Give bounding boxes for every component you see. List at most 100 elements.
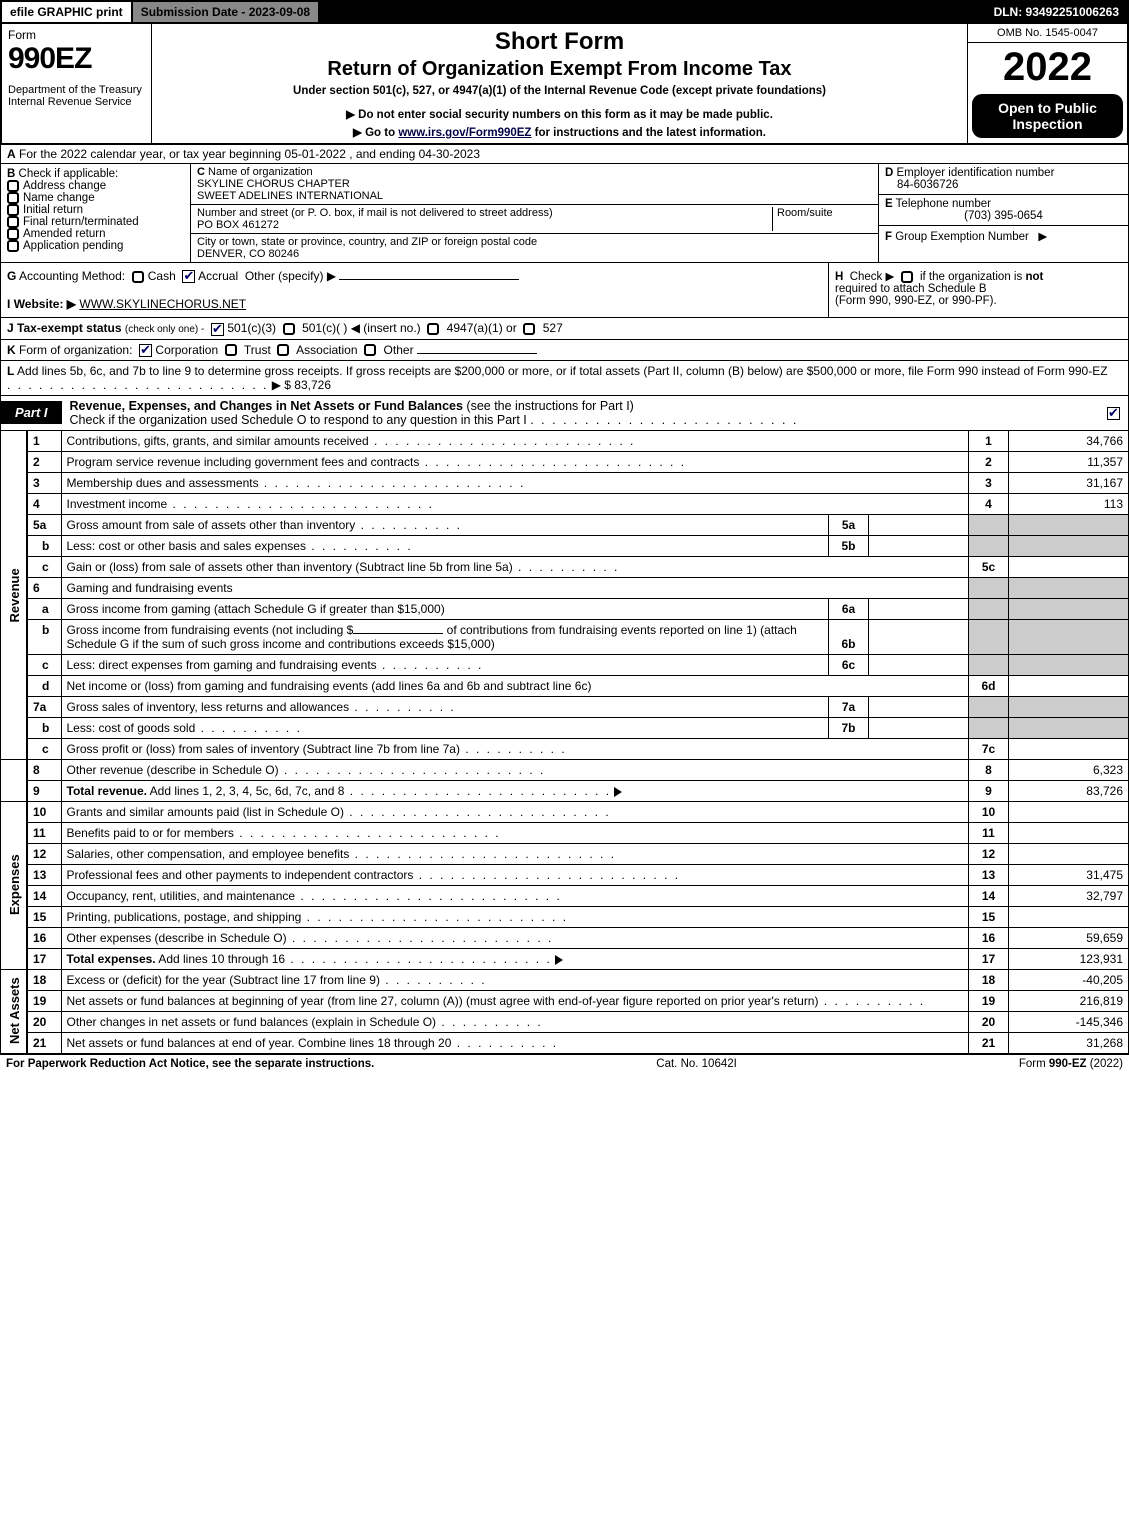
row-6c: c Less: direct expenses from gaming and … xyxy=(1,654,1129,675)
r6-rn-shade xyxy=(969,577,1009,598)
r7b-rn-shade xyxy=(969,717,1009,738)
k-opt-3: Other xyxy=(384,343,414,357)
k-label: K xyxy=(7,343,16,357)
chk-final-return[interactable] xyxy=(7,216,19,228)
r5b-n: b xyxy=(27,535,61,556)
r5a-amt-shade xyxy=(1009,514,1129,535)
r2-n: 2 xyxy=(27,451,61,472)
j-label: J xyxy=(7,321,14,335)
r9-n: 9 xyxy=(27,780,61,801)
chk-accrual[interactable] xyxy=(182,270,195,283)
j-opt-0: 501(c)(3) xyxy=(227,321,276,335)
row-4: 4 Investment income 4 113 xyxy=(1,493,1129,514)
subtitle: Under section 501(c), 527, or 4947(a)(1)… xyxy=(158,85,961,97)
chk-address-change[interactable] xyxy=(7,180,19,192)
r5a-rn-shade xyxy=(969,514,1009,535)
r10-rn: 10 xyxy=(969,801,1009,822)
tax-year: 2022 xyxy=(968,43,1127,92)
r3-n: 3 xyxy=(27,472,61,493)
efile-label[interactable]: efile GRAPHIC print xyxy=(2,2,133,22)
r18-d: Excess or (deficit) for the year (Subtra… xyxy=(67,973,380,987)
irs-link[interactable]: www.irs.gov/Form990EZ xyxy=(398,127,531,139)
opt-final-return: Final return/terminated xyxy=(23,216,139,228)
chk-application-pending[interactable] xyxy=(7,240,19,252)
chk-trust[interactable] xyxy=(225,344,237,356)
r16-amt: 59,659 xyxy=(1009,927,1129,948)
line-l: L Add lines 5b, 6c, and 7b to line 9 to … xyxy=(0,361,1129,396)
room-lead: Room/suite xyxy=(777,207,833,219)
chk-corp[interactable] xyxy=(139,344,152,357)
g-accrual: Accrual xyxy=(198,269,238,283)
row-5c: c Gain or (loss) from sale of assets oth… xyxy=(1,556,1129,577)
row-20: 20 Other changes in net assets or fund b… xyxy=(1,1011,1129,1032)
chk-other-org[interactable] xyxy=(364,344,376,356)
note-goto: ▶ Go to www.irs.gov/Form990EZ for instru… xyxy=(158,125,961,139)
org-name-2: SWEET ADELINES INTERNATIONAL xyxy=(197,190,383,202)
row-9: 9 Total revenue. Add lines 1, 2, 3, 4, 5… xyxy=(1,780,1129,801)
r4-d: Investment income xyxy=(67,497,168,511)
chk-assoc[interactable] xyxy=(277,344,289,356)
r11-rn: 11 xyxy=(969,822,1009,843)
row-8: 8 Other revenue (describe in Schedule O)… xyxy=(1,759,1129,780)
ein-value: 84-6036726 xyxy=(885,179,958,191)
r7c-d: Gross profit or (loss) from sales of inv… xyxy=(67,742,460,756)
r3-amt: 31,167 xyxy=(1009,472,1129,493)
r8-amt: 6,323 xyxy=(1009,759,1129,780)
phone-value: (703) 395-0654 xyxy=(885,210,1122,222)
r11-amt xyxy=(1009,822,1129,843)
website-link[interactable]: WWW.SKYLINECHORUS.NET xyxy=(79,297,246,311)
h-t1: Check ▶ xyxy=(850,271,895,283)
r4-n: 4 xyxy=(27,493,61,514)
submission-date: Submission Date - 2023-09-08 xyxy=(133,2,320,22)
chk-initial-return[interactable] xyxy=(7,204,19,216)
r15-n: 15 xyxy=(27,906,61,927)
row-6d: d Net income or (loss) from gaming and f… xyxy=(1,675,1129,696)
row-11: 11 Benefits paid to or for members 11 xyxy=(1,822,1129,843)
b-lead: Check if applicable: xyxy=(19,168,119,180)
r3-d: Membership dues and assessments xyxy=(67,476,259,490)
g-cash: Cash xyxy=(148,269,176,283)
row-19: 19 Net assets or fund balances at beginn… xyxy=(1,990,1129,1011)
opt-name-change: Name change xyxy=(23,192,95,204)
city-lead: City or town, state or province, country… xyxy=(197,236,537,248)
chk-501c3[interactable] xyxy=(211,323,224,336)
r7b-d: Less: cost of goods sold xyxy=(67,721,196,735)
sidelabel-netassets: Net Assets xyxy=(1,969,28,1053)
r6a-inval xyxy=(869,598,969,619)
topbar-spacer xyxy=(320,2,985,22)
r19-n: 19 xyxy=(27,990,61,1011)
chk-name-change[interactable] xyxy=(7,192,19,204)
header-center: Short Form Return of Organization Exempt… xyxy=(152,24,967,143)
r6b-inval xyxy=(869,619,969,654)
dln-label: DLN: 93492251006263 xyxy=(986,2,1127,22)
opt-address-change: Address change xyxy=(23,180,106,192)
r17-d2: Add lines 10 through 16 xyxy=(156,952,285,966)
r5a-d: Gross amount from sale of assets other t… xyxy=(67,518,356,532)
row-2: 2 Program service revenue including gove… xyxy=(1,451,1129,472)
form-header: Form 990EZ Department of the Treasury In… xyxy=(0,22,1129,145)
l-text: Add lines 5b, 6c, and 7b to line 9 to de… xyxy=(17,364,1108,378)
r6c-n: c xyxy=(27,654,61,675)
r19-rn: 19 xyxy=(969,990,1009,1011)
chk-501c[interactable] xyxy=(283,323,295,335)
dept-line-2: Internal Revenue Service xyxy=(8,96,145,108)
r21-amt: 31,268 xyxy=(1009,1032,1129,1053)
r15-d: Printing, publications, postage, and shi… xyxy=(67,910,302,924)
row-14: 14 Occupancy, rent, utilities, and maint… xyxy=(1,885,1129,906)
part1-checkbox[interactable] xyxy=(1107,407,1120,420)
k-opt-0: Corporation xyxy=(155,343,218,357)
chk-h[interactable] xyxy=(901,271,913,283)
r1-n: 1 xyxy=(27,431,61,452)
r7c-rn: 7c xyxy=(969,738,1009,759)
chk-cash[interactable] xyxy=(132,271,144,283)
r17-n: 17 xyxy=(27,948,61,969)
line-a: A For the 2022 calendar year, or tax yea… xyxy=(0,145,1129,164)
chk-527[interactable] xyxy=(523,323,535,335)
chk-amended-return[interactable] xyxy=(7,228,19,240)
r6c-d: Less: direct expenses from gaming and fu… xyxy=(67,658,377,672)
chk-4947[interactable] xyxy=(427,323,439,335)
r11-n: 11 xyxy=(27,822,61,843)
r7b-inval xyxy=(869,717,969,738)
r5a-inlab: 5a xyxy=(829,514,869,535)
part1-title-wrap: Revenue, Expenses, and Changes in Net As… xyxy=(62,396,1099,430)
